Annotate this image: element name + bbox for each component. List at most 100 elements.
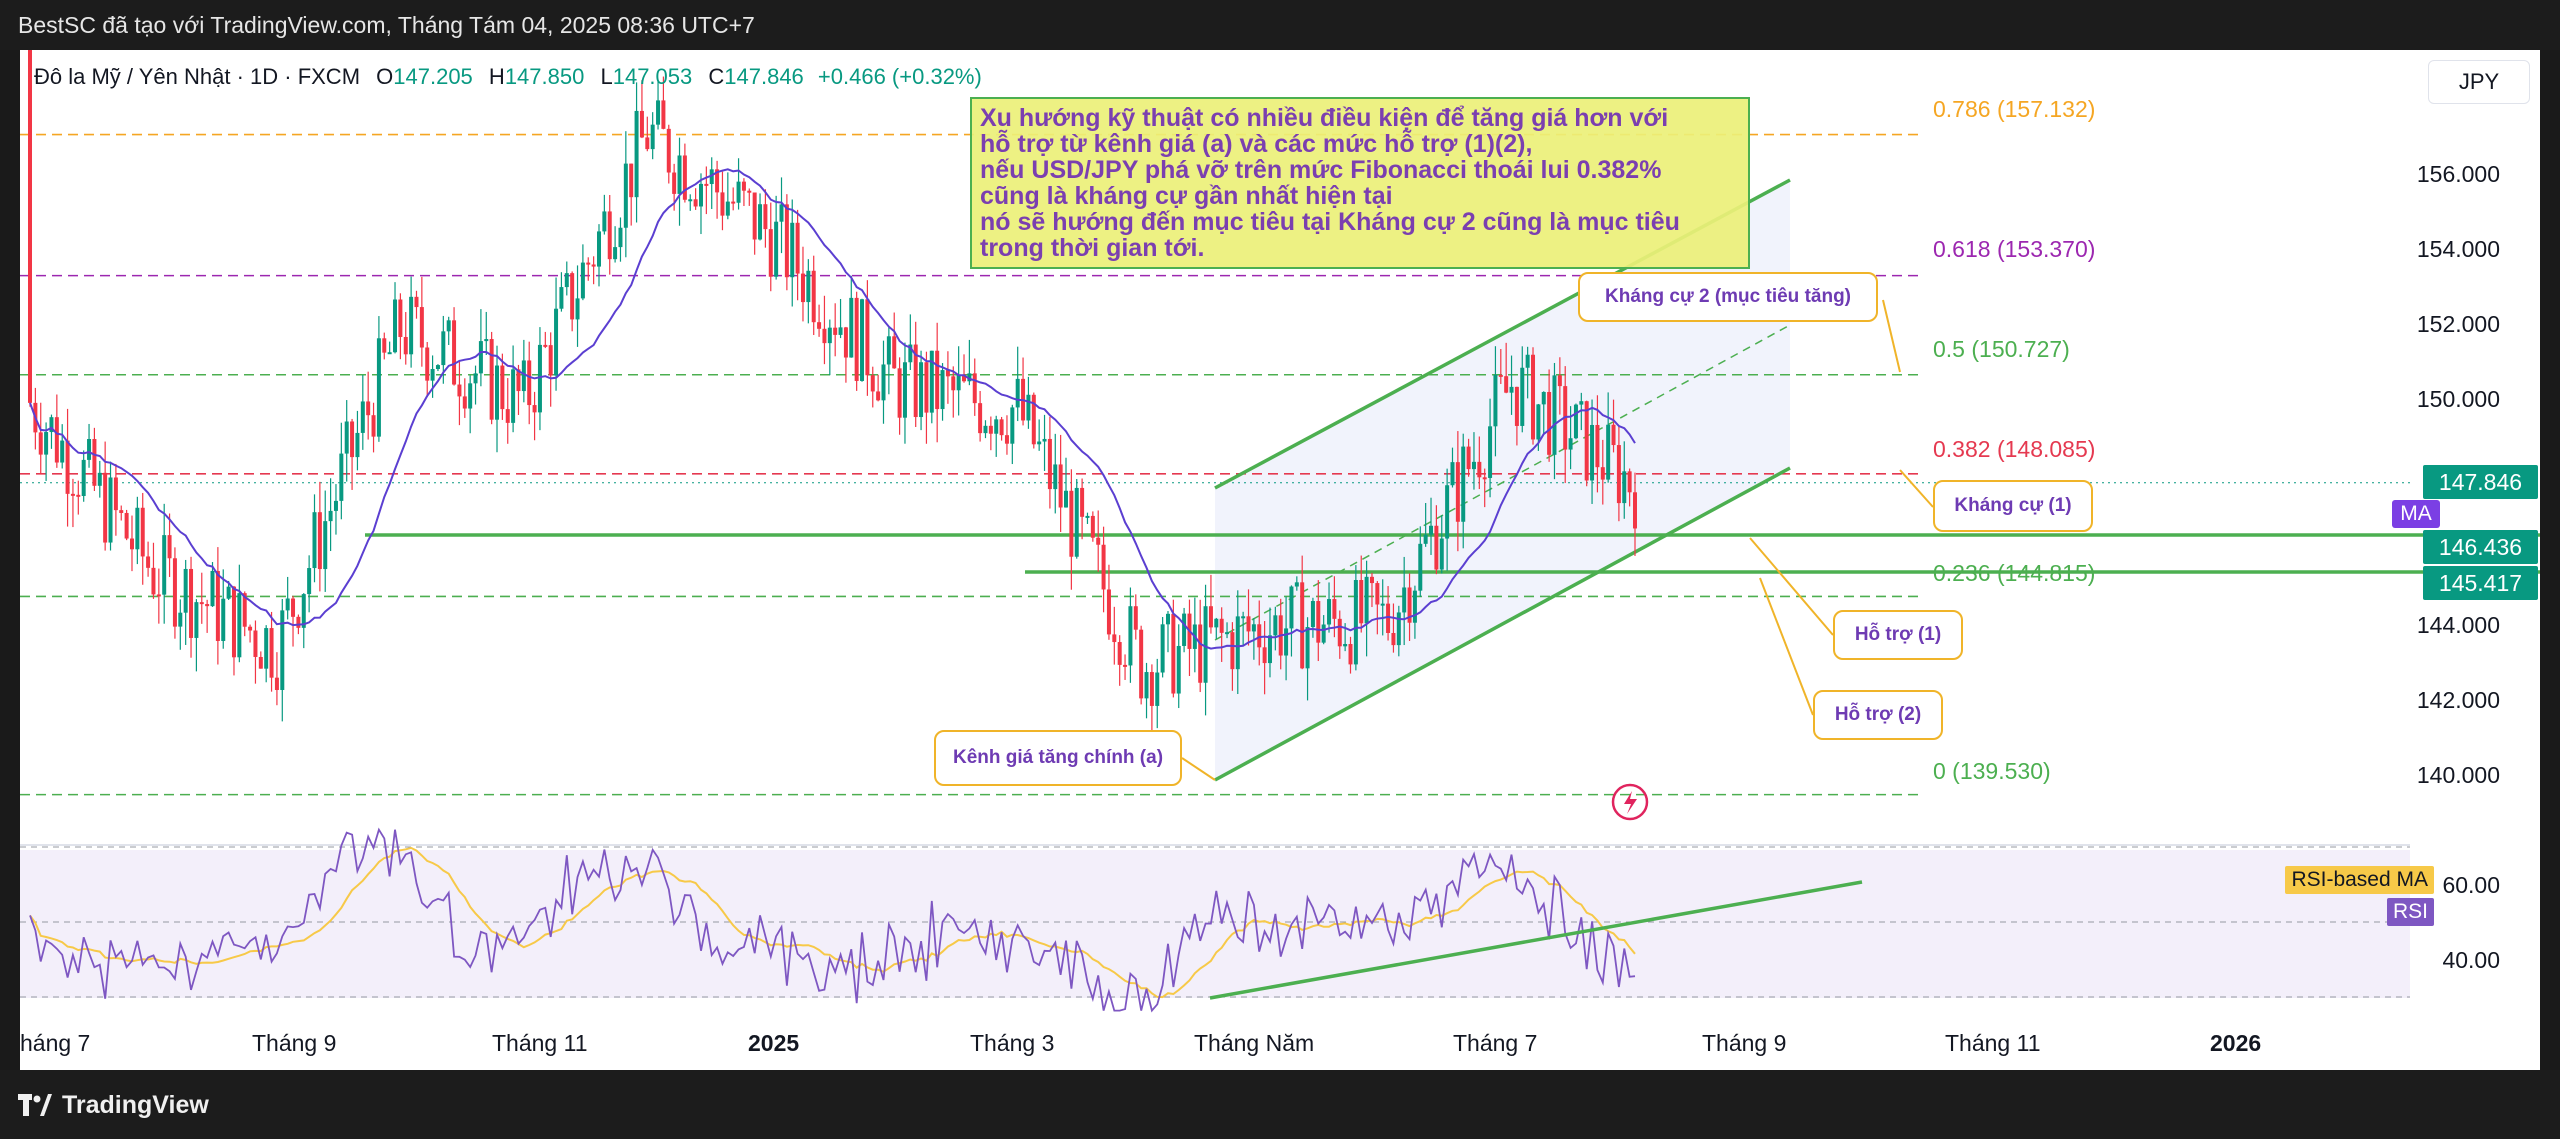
candle-body: [350, 421, 355, 458]
candle-body: [1455, 462, 1460, 522]
candle-body: [913, 344, 918, 418]
candle-body: [1332, 599, 1337, 619]
candle-body: [978, 403, 983, 434]
resistance1-callout[interactable]: Kháng cự (1): [1933, 480, 2093, 532]
candle-body: [1149, 672, 1154, 706]
candle-body: [172, 558, 177, 627]
resistance2-leader: [1882, 299, 1901, 373]
rsi-trendline: [1209, 880, 1863, 1000]
candle-body: [1289, 586, 1294, 629]
time-tick: Tháng Năm: [1194, 1030, 1315, 1056]
candle-body: [135, 507, 140, 550]
candle-body: [897, 368, 902, 418]
candle-body: [194, 602, 199, 638]
candle-body: [60, 440, 65, 463]
candle-body: [1477, 461, 1482, 478]
channel-lower-line: [1214, 466, 1791, 782]
candle-body: [231, 586, 236, 658]
chart-canvas[interactable]: [20, 50, 2540, 1070]
candle-body: [527, 360, 532, 406]
candle-body: [484, 339, 489, 342]
candle-body: [516, 369, 521, 392]
candle-body: [468, 383, 473, 409]
ma-tag: MA: [2392, 500, 2440, 528]
channel-callout[interactable]: Kênh giá tăng chính (a): [934, 730, 1182, 786]
candle-body: [28, 50, 32, 403]
resistance1-leader: [1899, 469, 1934, 508]
candle-body: [1015, 378, 1020, 408]
analysis-annotation[interactable]: Xu hướng kỹ thuật có nhiều điều kiện để …: [970, 97, 1750, 269]
candle-body: [1262, 647, 1267, 664]
candle-body: [940, 370, 945, 410]
candle-body: [495, 365, 500, 420]
candle-body: [736, 181, 741, 203]
candle-body: [242, 593, 247, 627]
time-tick: Tháng 11: [1945, 1030, 2041, 1056]
candle-body: [983, 425, 988, 434]
candle-body: [1139, 629, 1144, 699]
candle-body: [656, 100, 661, 125]
price-tick: 144.000: [2416, 612, 2500, 638]
candle-body: [473, 373, 478, 384]
candle-body: [1606, 424, 1611, 480]
rsi-ma-tag: RSI-based MA: [2285, 866, 2434, 894]
candle-body: [661, 100, 666, 129]
candle-body: [800, 273, 805, 303]
candle-body: [97, 472, 102, 486]
candle-body: [1090, 515, 1095, 538]
resistance2-callout[interactable]: Kháng cự 2 (mục tiêu tăng): [1578, 272, 1878, 322]
candle-body: [1364, 576, 1369, 624]
candle-body: [532, 405, 537, 413]
candle-body: [129, 538, 134, 550]
candle-body: [54, 417, 59, 463]
candle-body: [672, 172, 677, 194]
fib-label-0: 0 (139.530): [1933, 758, 2051, 784]
candle-body: [1171, 613, 1176, 694]
candle-body: [296, 616, 301, 628]
candle-body: [886, 336, 891, 365]
candle-body: [709, 169, 714, 185]
candle-body: [452, 320, 457, 385]
candle-body: [1316, 601, 1321, 643]
candle-body: [1369, 576, 1374, 584]
support1-callout[interactable]: Hỗ trợ (1): [1833, 610, 1963, 660]
candle-body: [1520, 367, 1525, 426]
candle-body: [586, 262, 591, 265]
candle-body: [1085, 515, 1090, 518]
candle-body: [1568, 438, 1573, 450]
candle-body: [1471, 461, 1476, 470]
candle-body: [189, 568, 194, 638]
candle-body: [634, 110, 639, 198]
candle-body: [403, 336, 408, 355]
rsi-tick: 40.00: [2442, 947, 2500, 973]
candle-body: [1219, 618, 1224, 633]
candle-body: [1010, 407, 1015, 444]
candle-body: [580, 262, 585, 299]
chart-pane[interactable]: Đô la Mỹ / Yên Nhật · 1D · FXCM O147.205…: [20, 50, 2540, 1070]
candle-body: [1450, 462, 1455, 486]
candle-body: [312, 512, 317, 569]
candle-body: [291, 598, 296, 617]
candle-body: [758, 204, 763, 240]
candle-body: [1155, 672, 1160, 706]
candle-body: [156, 594, 161, 597]
candle-body: [827, 327, 832, 344]
candle-body: [570, 273, 575, 320]
candle-body: [317, 512, 322, 570]
candle-body: [1144, 672, 1149, 699]
candle-body: [1165, 613, 1170, 625]
candle-body: [371, 415, 376, 437]
last-price-tag: 147.846: [2423, 465, 2538, 499]
candle-body: [1396, 612, 1401, 646]
candle-body: [210, 570, 215, 607]
currency-unit-button[interactable]: JPY: [2428, 60, 2530, 104]
candle-body: [790, 222, 795, 278]
candle-body: [1622, 471, 1627, 504]
candle-body: [1547, 391, 1552, 455]
tradingview-logo[interactable]: TradingView: [18, 1090, 209, 1120]
candle-body: [725, 201, 730, 216]
candle-body: [865, 299, 870, 376]
support2-callout[interactable]: Hỗ trợ (2): [1813, 690, 1943, 740]
candle-body: [113, 477, 118, 511]
candle-body: [1482, 477, 1487, 480]
